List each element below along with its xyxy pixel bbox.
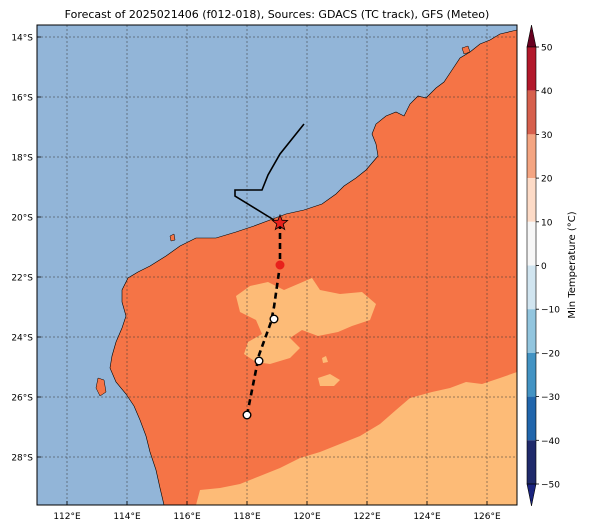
cool-region-south [196, 372, 517, 505]
lon-tick-label: 124°E [413, 512, 441, 522]
figure-title: Forecast of 2025021406 (f012-018), Sourc… [65, 8, 490, 21]
colorbar-band [527, 440, 536, 484]
colorbar-tick-label: −20 [541, 349, 560, 359]
island-kimberley [461, 45, 471, 55]
lon-tick-label: 112°E [53, 512, 81, 522]
colorbar-tick-label: 50 [541, 44, 553, 54]
lon-tick-label: 118°E [233, 512, 261, 522]
colorbar-band [527, 221, 536, 266]
lat-tick-label: 24°S [11, 334, 33, 344]
longitude-labels: 112°E 114°E 116°E 118°E 120°E 122°E 124°E 126°E [53, 501, 501, 522]
cool-region-spot [318, 374, 340, 386]
lat-tick-label: 20°S [11, 214, 33, 224]
colorbar-tick-label: −50 [541, 481, 560, 491]
colorbar-band [527, 309, 536, 353]
lat-tick-label: 16°S [11, 94, 33, 104]
colorbar-tick-label: 0 [541, 262, 547, 272]
lat-tick-label: 14°S [11, 34, 33, 44]
graticule [37, 25, 517, 505]
colorbar-band [527, 47, 536, 91]
lon-tick-label: 120°E [293, 512, 321, 522]
colorbar-tick-label: −30 [541, 393, 560, 403]
map-frame [36, 24, 518, 506]
lon-tick-label: 114°E [113, 512, 141, 522]
colorbar-tick-label: 10 [541, 218, 553, 228]
colorbar-band [527, 396, 536, 441]
map-panel: 14°S16°S18°S20°S22°S24°S26°S28°S 112°E 11… [11, 24, 518, 522]
colorbar: 50 40 30 20 10 0 −10 −20 −30 −40 −50 [526, 24, 560, 507]
island-west [95, 377, 107, 397]
cool-region-dot [322, 356, 328, 363]
lat-tick-label: 26°S [11, 394, 33, 404]
lon-tick-label: 122°E [353, 512, 381, 522]
forecast-point [242, 410, 252, 420]
colorbar-tick-label: 30 [541, 131, 553, 141]
cyclone-track [234, 123, 305, 420]
colorbar-tick-label: 20 [541, 175, 553, 185]
colorbar-band [527, 352, 536, 397]
past-track-line [234, 123, 305, 221]
colorbar-band [527, 134, 536, 179]
colorbar-extend-max [526, 24, 537, 48]
forecast-point [269, 314, 279, 324]
forecast-point [254, 356, 264, 366]
colorbar-band [527, 178, 536, 222]
island-north [169, 233, 176, 242]
lat-tick-label: 28°S [11, 454, 33, 464]
lat-tick-label: 22°S [11, 274, 33, 284]
cool-region-inland [236, 278, 376, 364]
lon-tick-label: 126°E [473, 512, 501, 522]
colorbar-tick-label: −10 [541, 306, 560, 316]
lon-tick-label: 116°E [173, 512, 201, 522]
colorbar-band [527, 90, 536, 135]
colorbar-extend-min [526, 483, 537, 507]
current-position-star-icon [271, 213, 289, 231]
colorbar-tick-label: −40 [541, 437, 560, 447]
lat-tick-label: 18°S [11, 154, 33, 164]
colorbar-tick-label: 40 [541, 87, 553, 97]
forecast-point [275, 260, 285, 270]
land-australia [109, 29, 517, 505]
colorbar-label: Min Temperature (°C) [567, 211, 578, 318]
colorbar-band [527, 265, 536, 310]
latitude-labels: 14°S 16°S 18°S 20°S 22°S 24°S 26°S 28°S [11, 34, 41, 464]
